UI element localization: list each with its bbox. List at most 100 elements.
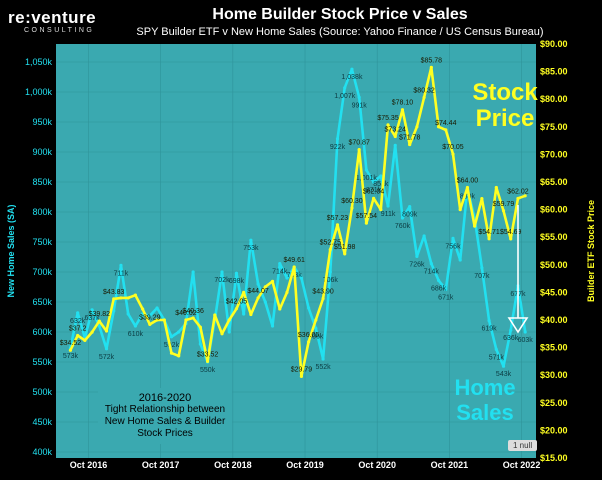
x-axis-tick-label: Oct 2018 xyxy=(214,460,252,470)
stock-price-point xyxy=(155,318,159,322)
stock-price-point xyxy=(205,359,210,363)
home-sales-data-label: 809k xyxy=(402,212,418,219)
stock-price-data-label: $54.69 xyxy=(500,229,522,236)
left-axis-tick-label: 950k xyxy=(32,117,52,127)
stock-price-point xyxy=(371,196,376,200)
stock-price-point xyxy=(473,224,477,228)
x-axis-tick-label: Oct 2016 xyxy=(70,460,108,470)
left-axis-tick-label: 750k xyxy=(32,237,52,247)
home-sales-point xyxy=(400,216,405,220)
stock-price-point xyxy=(487,237,491,241)
left-axis-tick-label: 650k xyxy=(32,297,52,307)
stock-price-point xyxy=(68,348,73,352)
stock-price-data-label: $57.23 xyxy=(327,215,349,222)
stock-price-data-label: $60.30 xyxy=(341,198,363,205)
x-axis-tick-label: Oct 2021 xyxy=(431,460,469,470)
home-sales-point xyxy=(256,282,260,286)
home-sales-point xyxy=(451,236,455,240)
stock-price-data-label: $71.78 xyxy=(399,135,421,142)
stock-price-point xyxy=(335,223,340,227)
right-axis-tick-label: $80.00 xyxy=(540,94,568,104)
left-axis-tick-label: 600k xyxy=(32,327,52,337)
stock-price-point xyxy=(97,319,101,323)
stock-price-point xyxy=(191,316,195,320)
home-sales-data-label: 686k xyxy=(431,285,447,292)
x-axis-tick-label: Oct 2020 xyxy=(358,460,396,470)
stock-price-point xyxy=(364,221,368,225)
home-sales-data-label: 698k xyxy=(229,278,245,285)
home-sales-point xyxy=(227,330,231,334)
home-sales-data-label: 702k xyxy=(214,277,230,284)
chart-title: Home Builder Stock Price v Sales xyxy=(212,6,468,23)
stock-price-point xyxy=(242,290,246,294)
relationship-note-years: 2016-2020 xyxy=(138,392,192,404)
left-axis-tick-label: 700k xyxy=(32,267,52,277)
home-sales-point xyxy=(379,174,383,178)
home-sales-data-label: 726k xyxy=(409,261,425,268)
home-sales-point xyxy=(220,270,224,274)
home-sales-point xyxy=(198,342,202,346)
stock-price-point xyxy=(422,95,426,100)
home-sales-point xyxy=(523,330,527,334)
right-axis-tick-label: $75.00 xyxy=(540,122,568,132)
home-sales-data-label: 1,038k xyxy=(341,74,363,81)
stock-price-point xyxy=(458,208,462,212)
stock-price-data-label: $42.05 xyxy=(226,299,248,306)
home-sales-data-label: 572k xyxy=(99,354,115,361)
trend-arrow-head xyxy=(507,317,529,334)
home-sales-data-label: 1,007k xyxy=(334,93,356,100)
null-badge: 1 null xyxy=(508,440,538,451)
stock-price-data-label: $85.78 xyxy=(421,57,443,64)
stock-price-data-label: $51.98 xyxy=(334,244,356,251)
home-sales-point xyxy=(371,180,376,184)
logo-sub: CONSULTING xyxy=(24,27,95,34)
stock-price-point xyxy=(148,322,152,327)
home-sales-point xyxy=(191,270,195,274)
home-sales-data-label: 552k xyxy=(315,364,331,371)
stock-price-data-label: $36.05 xyxy=(298,332,320,339)
stock-price-annotation: Stock Price xyxy=(470,80,540,132)
stock-price-data-label: $43.90 xyxy=(312,288,334,295)
logo-main: re:venture xyxy=(8,8,97,27)
stock-price-point xyxy=(76,333,80,338)
stock-price-line xyxy=(69,66,526,378)
home-sales-point xyxy=(350,67,354,71)
home-sales-point xyxy=(119,263,123,267)
home-sales-point xyxy=(422,234,426,238)
stock-price-data-label: $78.10 xyxy=(392,100,414,107)
stock-price-data-label: $73.24 xyxy=(385,127,407,134)
home-sales-point xyxy=(126,312,130,316)
home-sales-data-label: 600k xyxy=(0,0,8,2)
note-background xyxy=(98,388,232,444)
stock-price-data-label: $59.79 xyxy=(493,201,515,208)
stock-price-data-label: $70.05 xyxy=(442,144,464,151)
stock-price-data-label: $57.54 xyxy=(356,213,378,220)
home-sales-point xyxy=(509,328,513,332)
stock-price-point xyxy=(213,313,217,317)
right-axis-tick-label: $45.00 xyxy=(540,287,568,297)
home-sales-data-label: 603k xyxy=(518,337,534,344)
stock-price-point xyxy=(141,307,145,311)
stock-price-point xyxy=(357,147,361,152)
relationship-note-line4: Stock Prices xyxy=(137,428,193,439)
stock-price-point xyxy=(133,293,137,297)
stock-price-point xyxy=(494,185,498,190)
home-sales-point xyxy=(242,312,246,316)
stock-price-point xyxy=(429,65,433,69)
stock-price-point xyxy=(465,185,470,190)
stock-price-point xyxy=(350,206,354,210)
home-sales-point xyxy=(408,205,412,209)
stock-price-point xyxy=(270,279,275,283)
home-sales-annotation: Home Sales xyxy=(445,375,525,425)
relationship-note: 2016-2020 Tight Relationship between New… xyxy=(100,392,230,440)
stock-price-data-label: $40.02 xyxy=(175,310,197,317)
home-sales-data-label: 671k xyxy=(438,294,454,301)
left-axis-tick-label: 900k xyxy=(32,147,52,157)
home-sales-point xyxy=(494,347,498,351)
stock-price-point xyxy=(184,318,188,322)
home-sales-annotation-line1: Home xyxy=(454,375,516,400)
home-sales-point xyxy=(249,238,253,242)
home-sales-point xyxy=(386,204,390,208)
left-axis-tick-label: 500k xyxy=(32,387,52,397)
